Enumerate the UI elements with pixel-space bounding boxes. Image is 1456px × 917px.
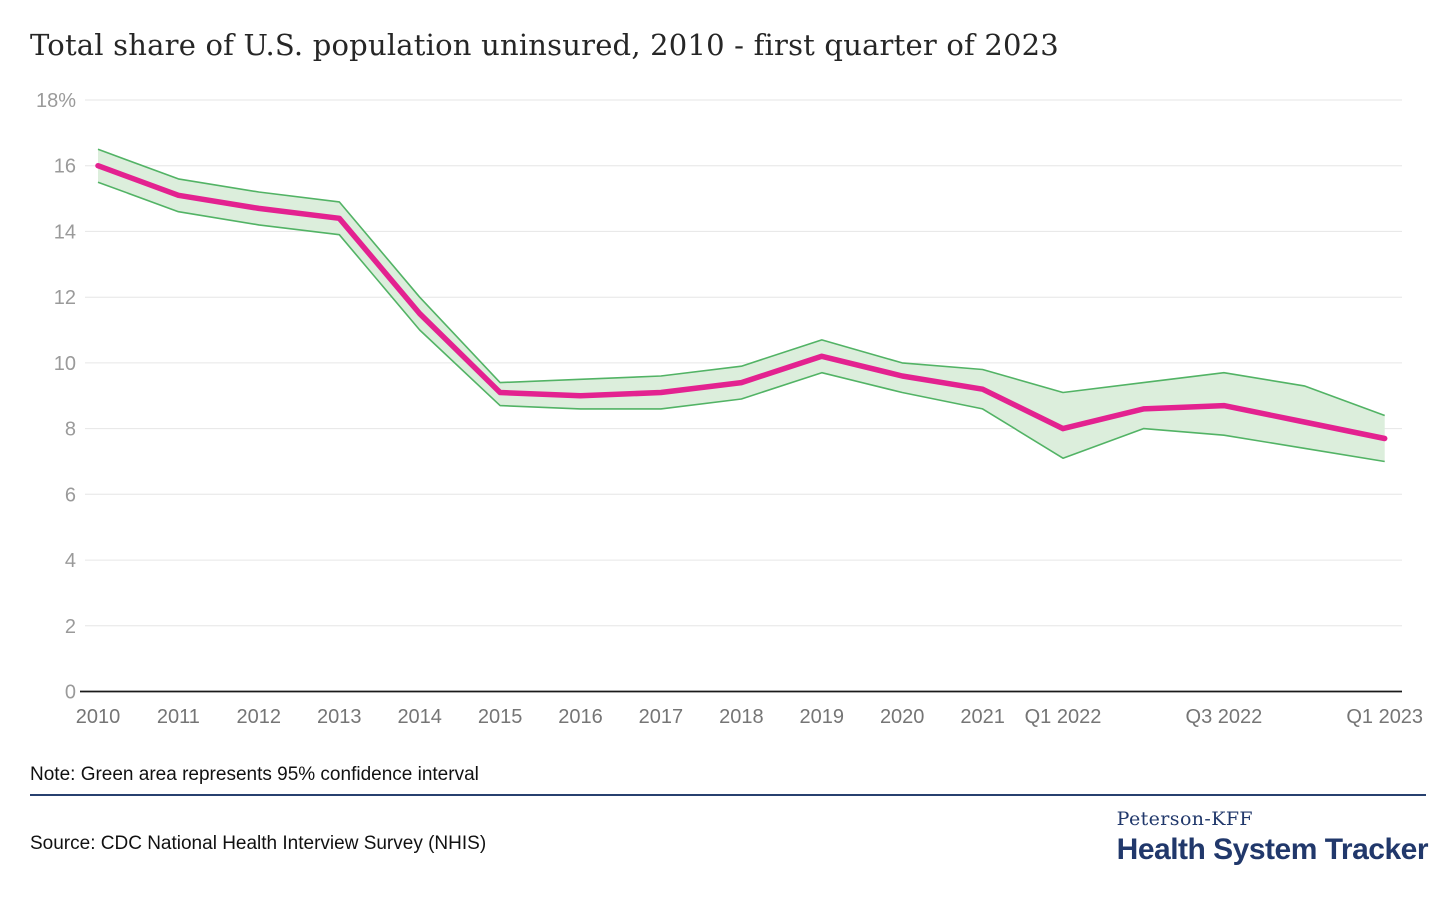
x-tick-label: 2019 xyxy=(800,706,845,728)
y-tick-label: 14 xyxy=(54,221,76,243)
x-tick-label: 2021 xyxy=(960,706,1005,728)
y-tick-label: 10 xyxy=(54,353,76,375)
x-tick-label: 2010 xyxy=(76,706,121,728)
confidence-band-lower-edge xyxy=(97,181,1385,463)
y-tick-label: 4 xyxy=(65,550,76,572)
peterson-kff-logo: Peterson-KFF Health System Tracker xyxy=(1116,808,1429,867)
page-title: Total share of U.S. population uninsured… xyxy=(30,28,1059,62)
y-tick-label: 16 xyxy=(54,156,76,178)
x-tick-label: 2018 xyxy=(719,706,764,728)
divider-rule xyxy=(30,794,1426,796)
source-text: Source: CDC National Health Interview Su… xyxy=(30,833,487,854)
x-tick-label: 2020 xyxy=(880,706,925,728)
x-tick-label: 2013 xyxy=(317,706,362,728)
x-tick-label: 2011 xyxy=(157,706,200,728)
y-tick-label: 18% xyxy=(36,90,76,112)
y-tick-label: 12 xyxy=(54,287,76,309)
y-tick-label: 2 xyxy=(65,616,76,638)
logo-line-health-system-tracker: Health System Tracker xyxy=(1116,833,1429,866)
confidence-band-upper-edge xyxy=(97,148,1385,417)
x-tick-label: 2015 xyxy=(478,706,523,728)
x-tick-label: 2016 xyxy=(558,706,603,728)
x-tick-label: 2014 xyxy=(397,706,442,728)
x-tick-label: Q1 2023 xyxy=(1346,706,1423,728)
trend-line xyxy=(95,162,1388,442)
y-tick-label: 8 xyxy=(65,419,76,441)
confidence-band xyxy=(98,149,1385,462)
y-tick-label: 0 xyxy=(65,682,76,704)
y-tick-label: 6 xyxy=(65,484,76,506)
logo-line-peterson-kff: Peterson-KFF xyxy=(1116,808,1253,830)
x-tick-label: 2012 xyxy=(237,706,282,728)
x-tick-label: Q1 2022 xyxy=(1025,706,1102,728)
x-tick-label: 2017 xyxy=(639,706,684,728)
x-tick-label: Q3 2022 xyxy=(1186,706,1263,728)
note-text: Note: Green area represents 95% confiden… xyxy=(30,764,479,785)
